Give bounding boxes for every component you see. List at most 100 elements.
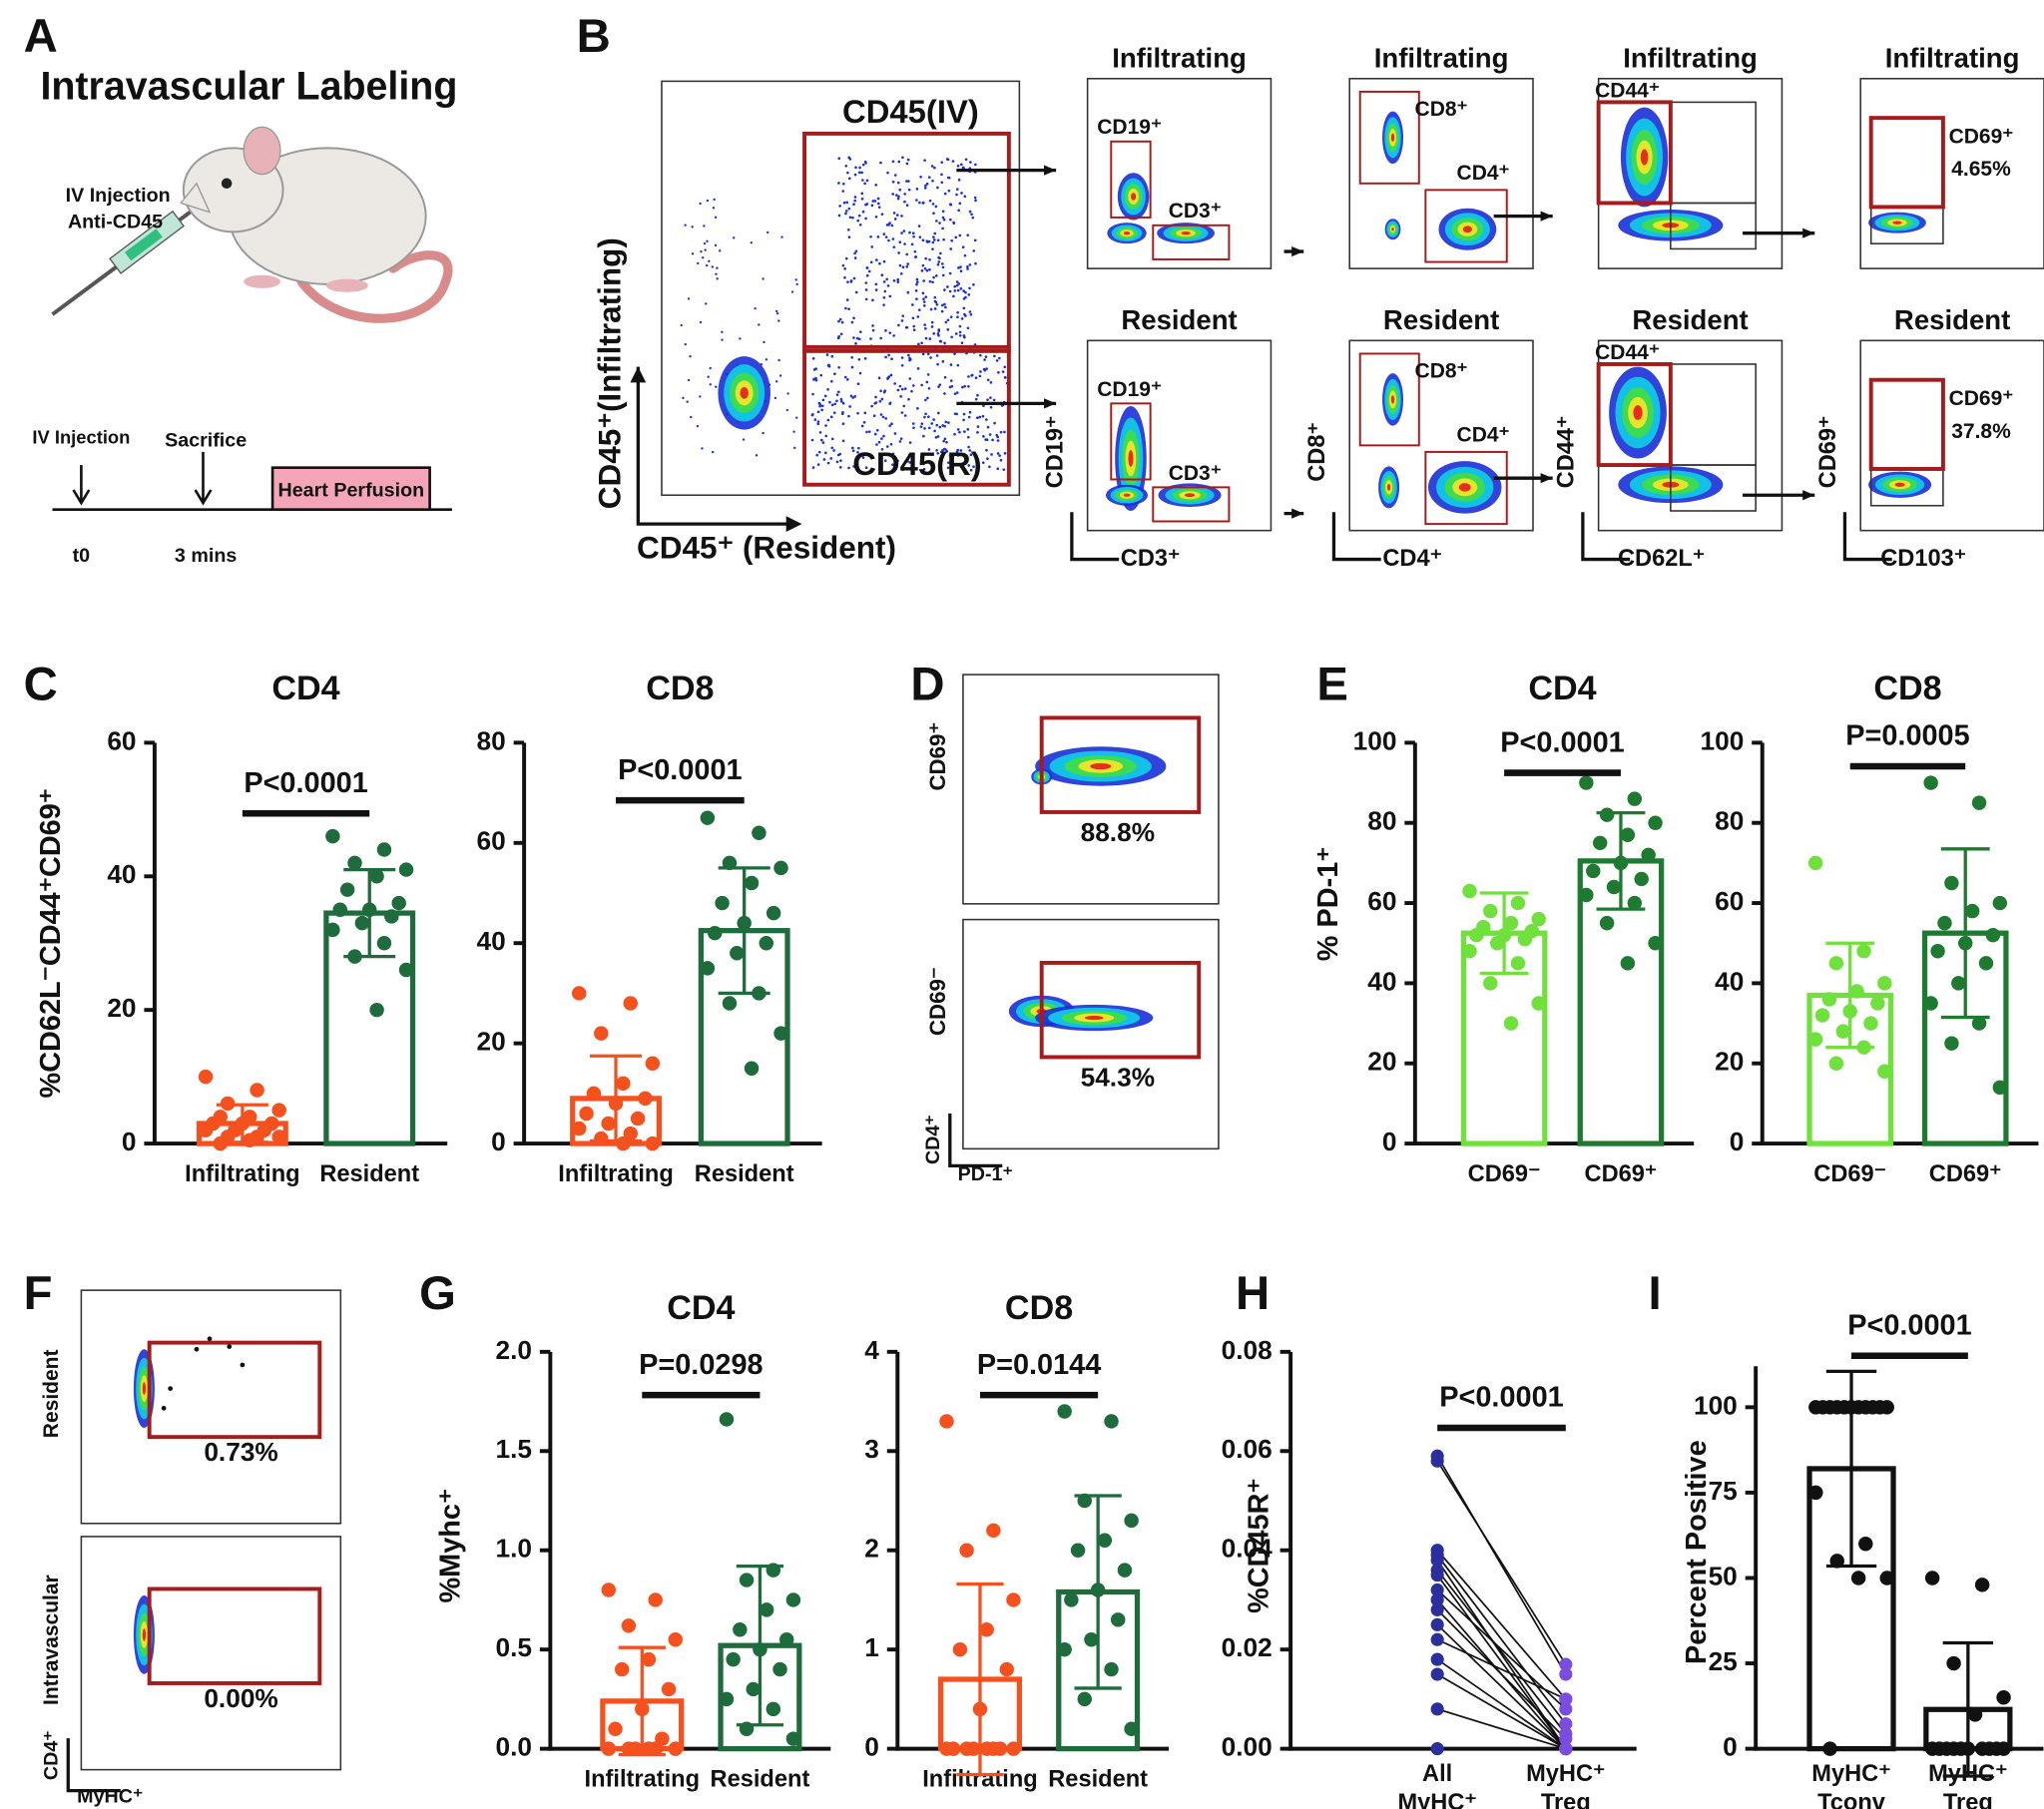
event-dot [976,425,980,428]
y-tick-label: 20 [477,1027,506,1057]
event-dot [869,234,872,238]
data-point [1599,807,1615,822]
data-point [1599,915,1615,931]
event-dot [964,158,968,162]
density-blob [1184,493,1196,498]
event-dot [716,277,719,280]
event-dot [972,465,975,468]
event-dot [907,188,911,192]
event-dot [921,352,925,356]
data-point [347,855,362,871]
event-dot [923,266,927,270]
event-dot [839,459,842,462]
event-dot [981,461,985,464]
event-dot [721,330,724,333]
event-dot [742,438,746,441]
plot-frame [80,1289,342,1525]
gate [1358,352,1420,447]
event-dot [892,465,896,469]
data-point [744,875,760,891]
event-dot [870,245,874,248]
gate-label: CD69⁺ [1949,125,2014,148]
event-dot [946,461,950,464]
event-dot [850,365,854,369]
event-dot [923,187,927,190]
data-point [1974,1741,1990,1756]
event-dot [986,398,989,401]
y-tick-label: 1 [864,1632,879,1662]
event-dot [775,311,779,315]
event-dot [687,297,691,300]
event-dot [699,320,703,324]
event-dot [865,179,869,183]
data-point [939,1414,954,1429]
event-dot [993,421,996,425]
event-dot [991,438,994,442]
event-dot [932,212,935,216]
data-point [952,1641,968,1657]
event-dot [902,404,906,408]
event-dot [709,383,712,386]
gate-label: CD3⁺ [1169,462,1222,485]
event-dot [876,202,880,206]
event-dot [762,431,765,435]
density-blob [1390,133,1395,143]
event-dot [861,163,865,167]
event-dot [943,192,947,196]
event-dot [882,280,886,283]
event-dot [963,195,967,199]
density-blob [1090,762,1112,770]
data-point [1430,1602,1444,1616]
event-dot [948,271,952,275]
data-point [1641,847,1656,863]
event-dot [954,235,958,239]
data-point [1807,855,1823,871]
x-tick-label: CD69⁺ [1929,1161,2002,1187]
data-point [1850,1571,1866,1585]
density-blob [1458,483,1471,492]
event-dot [687,378,691,382]
event-dot [886,171,889,175]
event-dot [830,403,834,407]
event-dot [905,252,909,256]
event-dot [927,448,931,451]
event-dot [691,226,694,228]
plot-title: Resident [1894,304,2010,335]
event-dot [957,282,961,285]
plot-frame [962,674,1220,905]
axis-label: CD45⁺(Infiltrating) [591,237,627,509]
data-point [325,922,340,938]
event-dot [848,216,852,220]
p-value: P=0.0298 [639,1349,763,1381]
event-dot [928,279,932,283]
axis-arrow [1070,512,1120,562]
pair-line [1436,1460,1567,1665]
event-dot [832,411,836,414]
event-dot [947,189,951,193]
gate-label: CD45(IV) [842,93,979,130]
data-point [661,1681,677,1697]
event-dot [839,397,843,401]
data-point [1097,1533,1113,1548]
gate-label: CD19⁺ [1097,378,1162,401]
data-point [766,905,781,921]
event-dot [878,399,882,403]
axis-label: PD-1⁺ [958,1163,1013,1185]
event-dot [865,430,868,434]
event-dot [849,394,853,398]
event-dot [850,320,854,324]
data-point [369,1002,384,1018]
data-point [1559,1717,1573,1731]
gate-percent: 0.00% [204,1683,277,1713]
event-dot [896,388,900,392]
event-dot [846,280,849,283]
y-tick-label: 20 [1715,1047,1744,1077]
axis-label: CD45⁺ (Resident) [637,530,896,566]
event-dot [882,390,886,394]
data-point [630,1111,646,1127]
data-point [1084,1631,1099,1647]
label: IV Injection [66,185,171,207]
event-dot [829,415,833,419]
event-dot [916,315,920,318]
event-dot [916,407,919,410]
